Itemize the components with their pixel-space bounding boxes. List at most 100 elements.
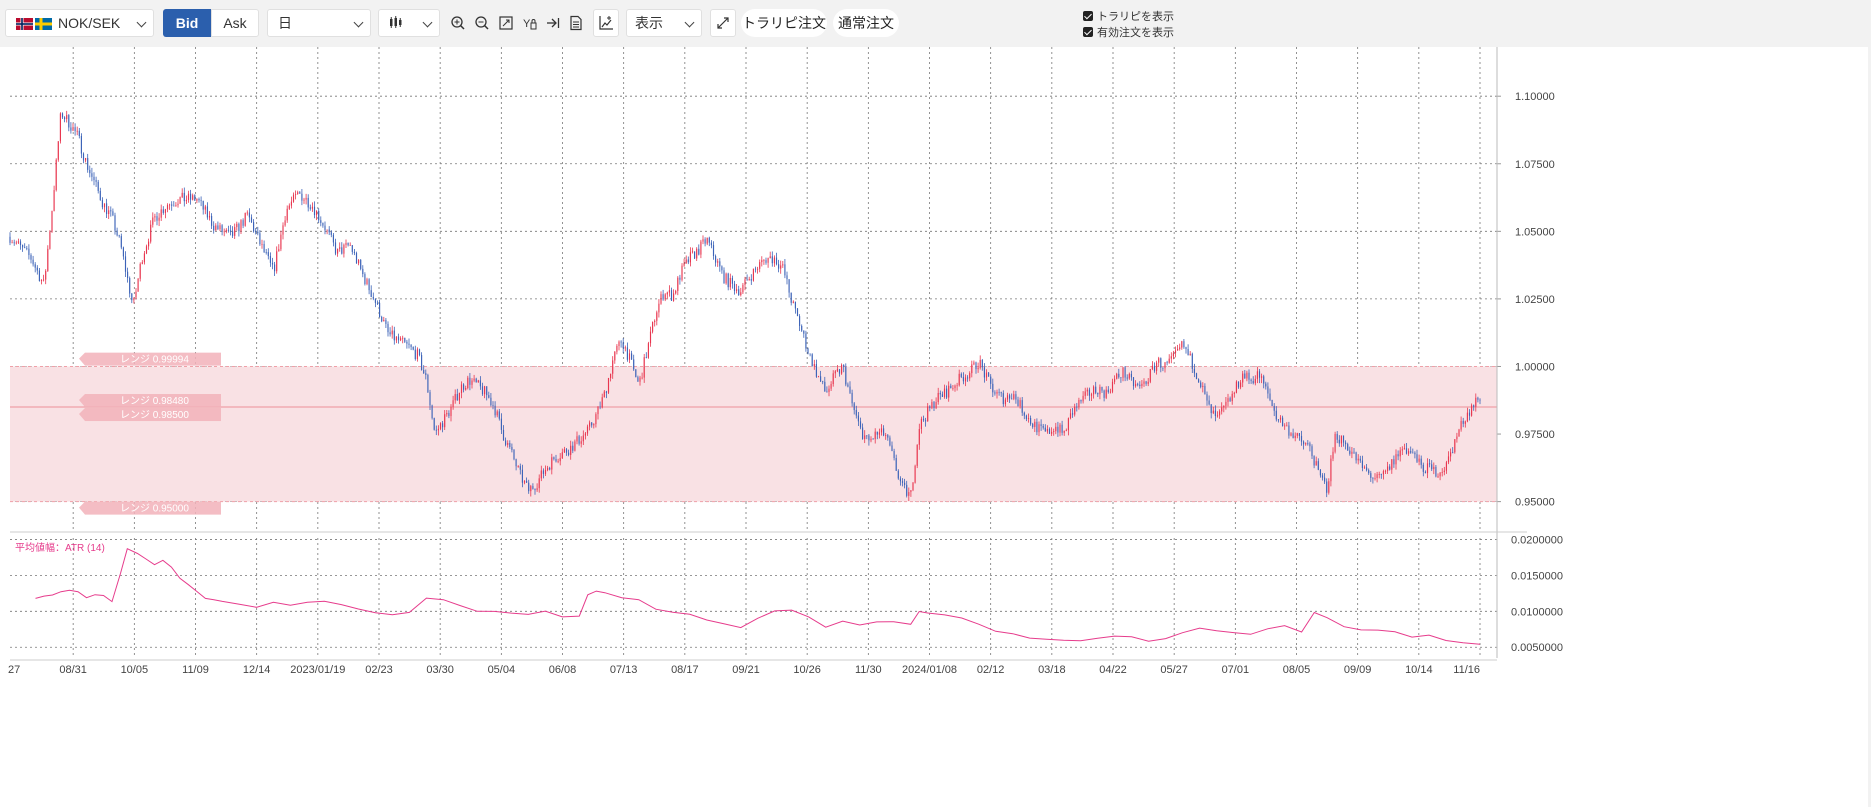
candle (1395, 449, 1397, 470)
candle-body (490, 397, 492, 406)
candle (1347, 442, 1349, 451)
ask-button[interactable]: Ask (211, 9, 259, 37)
candle (895, 454, 897, 471)
candle-body (156, 216, 158, 221)
candle-body (570, 445, 572, 455)
period-select[interactable]: 日 (267, 9, 371, 37)
zoom-out-icon[interactable] (469, 9, 495, 37)
candle (1433, 462, 1435, 475)
candle-body (465, 388, 467, 390)
candle-body (1166, 362, 1168, 364)
candle-body (568, 452, 570, 455)
candle (916, 444, 918, 469)
candle-body (196, 198, 198, 201)
candle-body (969, 373, 971, 379)
candle (169, 203, 171, 210)
candle-body (366, 279, 368, 285)
candle-body (232, 231, 234, 236)
display-select[interactable]: 表示 (626, 9, 702, 37)
candle-body (454, 394, 456, 401)
candle (185, 195, 187, 205)
candle-body (326, 229, 328, 231)
candle-body (1464, 421, 1466, 424)
candle (152, 212, 154, 228)
candle (1374, 473, 1376, 481)
candle (1466, 407, 1468, 423)
candle-body (1109, 391, 1111, 393)
candle (645, 352, 647, 359)
candle (187, 190, 190, 203)
candle-body (757, 268, 759, 270)
candle-body (70, 127, 72, 131)
candle (994, 390, 996, 396)
candle (1166, 360, 1168, 366)
candle (948, 381, 950, 402)
candle-body (1410, 451, 1412, 453)
show-orders-checkbox[interactable]: 有効注文を表示 (1083, 24, 1174, 40)
candle (822, 380, 824, 385)
normal-order-button[interactable]: 通常注文 (833, 9, 899, 37)
candle (889, 435, 891, 447)
candle-body (748, 279, 750, 281)
candle-body (368, 279, 370, 291)
candle (933, 401, 935, 411)
candle (1130, 370, 1132, 381)
candle (1061, 420, 1063, 436)
chart-type-select[interactable] (378, 9, 440, 37)
fit-icon[interactable] (493, 9, 519, 37)
candle-body (641, 377, 643, 379)
candle-body (710, 242, 712, 246)
jump-latest-icon[interactable] (540, 9, 566, 37)
candle (589, 420, 591, 431)
candle (1063, 430, 1065, 436)
candle-body (1116, 373, 1118, 379)
candle (263, 240, 265, 253)
candle-body (1057, 426, 1059, 433)
candle-body (960, 373, 962, 377)
candle (576, 431, 578, 445)
candle (93, 172, 95, 186)
candle-body (719, 261, 721, 267)
document-icon[interactable] (563, 9, 589, 37)
candle (706, 237, 708, 246)
currency-pair-select[interactable]: NOK/SEK (5, 9, 154, 37)
candle (469, 373, 471, 391)
candle-body (1273, 406, 1275, 411)
candle (17, 238, 19, 244)
candle-body (574, 441, 576, 451)
candle-body (628, 353, 631, 360)
candle (729, 273, 731, 291)
candle (1357, 454, 1359, 465)
text-tool-icon[interactable]: Y (517, 9, 543, 37)
candle (885, 432, 887, 440)
candle-body (962, 376, 964, 382)
candle-body (475, 378, 477, 383)
candle (708, 236, 710, 247)
zoom-in-icon[interactable] (445, 9, 471, 37)
candle-body (332, 234, 334, 243)
candle-body (1099, 386, 1101, 395)
candle-body (1477, 397, 1479, 400)
candle (261, 239, 263, 249)
chart-area[interactable]: レンジ 0.99994 レンジ 0.98480 レンジ 0.98500 レンジ 0.9… (0, 47, 1871, 807)
candle (280, 230, 282, 252)
candle (295, 190, 297, 200)
candle-body (872, 438, 874, 440)
candle (927, 403, 929, 422)
candle (1059, 422, 1061, 437)
trap-order-button[interactable]: トラリピ注文 (741, 9, 827, 37)
candle (820, 370, 822, 383)
bid-button[interactable]: Bid (163, 9, 211, 37)
candle (742, 282, 744, 295)
candle-body (458, 392, 460, 401)
candle (960, 372, 962, 379)
candle-body (645, 357, 647, 358)
show-trap-checkbox[interactable]: トラリピを表示 (1083, 8, 1174, 24)
candle (847, 382, 849, 388)
add-indicator-icon[interactable] (593, 9, 619, 37)
fullscreen-icon[interactable] (710, 9, 736, 37)
candle (962, 372, 964, 385)
candle (582, 430, 584, 446)
candle (1055, 422, 1057, 435)
candle-body (1055, 426, 1057, 432)
